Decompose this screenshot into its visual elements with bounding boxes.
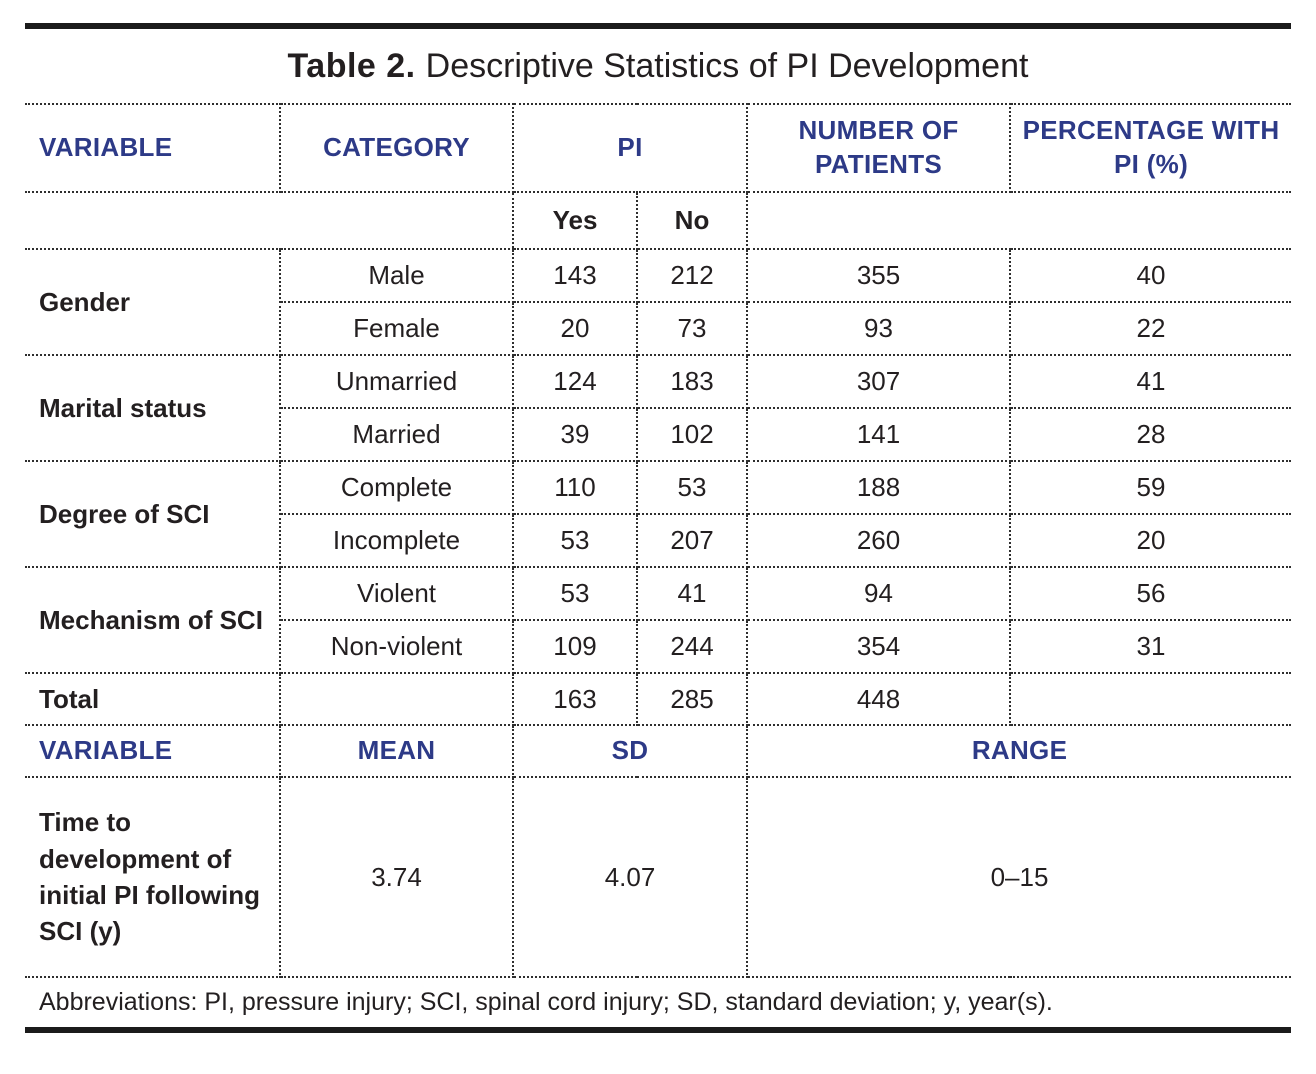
pi-yes-cell: 124 — [512, 354, 638, 409]
pi-no-cell: 53 — [635, 460, 749, 515]
row-mechanism-violent: Mechanism of SCI Violent 53 41 94 56 — [25, 566, 1292, 674]
patients-cell: 93 — [746, 301, 1012, 356]
patients-cell: 307 — [746, 354, 1012, 409]
category-cell: Incomplete — [279, 513, 514, 568]
col-header-mean: MEAN — [279, 724, 514, 778]
row-gender-female: Female 20 73 93 22 — [25, 301, 1292, 356]
pi-no-cell: 212 — [635, 248, 749, 303]
row-mechanism-nonviolent: Non-violent 109 244 354 31 — [25, 619, 1292, 674]
mean-cell: 3.74 — [279, 776, 514, 978]
pi-no-cell: 41 — [635, 566, 749, 621]
patients-cell: 354 — [746, 619, 1012, 674]
category-cell: Complete — [279, 460, 514, 515]
row-header-degree-of-sci: Degree of SCI — [25, 460, 281, 568]
percentage-cell: 59 — [1009, 460, 1292, 515]
pi-no-cell: 102 — [635, 407, 749, 462]
row-header-marital-status: Marital status — [25, 354, 281, 462]
empty-cell — [25, 191, 280, 250]
patients-cell: 355 — [746, 248, 1012, 303]
pi-no-total-cell: 285 — [635, 672, 749, 726]
header-row-1: VARIABLE CATEGORY PI NUMBER OF PATIENTS … — [25, 103, 1292, 193]
patients-cell: 141 — [746, 407, 1012, 462]
percentage-cell: 56 — [1009, 566, 1292, 621]
patients-cell: 94 — [746, 566, 1012, 621]
pi-yes-cell: 53 — [512, 513, 638, 568]
range-cell: 0–15 — [746, 776, 1292, 978]
col-header-range: RANGE — [746, 724, 1292, 778]
table-title: Table 2. Descriptive Statistics of PI De… — [25, 29, 1291, 103]
pi-yes-total-cell: 163 — [512, 672, 638, 726]
category-cell: Female — [279, 301, 514, 356]
empty-cell — [747, 191, 1011, 250]
patients-cell: 260 — [746, 513, 1012, 568]
category-cell: Unmarried — [279, 354, 514, 409]
header-row-2: VARIABLE MEAN SD RANGE — [25, 724, 1292, 778]
row-time-to-development: Time to development of initial PI follow… — [25, 776, 1292, 978]
pi-yes-cell: 20 — [512, 301, 638, 356]
row-header-total: Total — [25, 672, 281, 726]
category-cell: Male — [279, 248, 514, 303]
row-header-time-to-development: Time to development of initial PI follow… — [25, 776, 281, 978]
category-cell: Violent — [279, 566, 514, 621]
row-gender-male: Gender Male 143 212 355 40 — [25, 248, 1292, 356]
percentage-cell: 40 — [1009, 248, 1292, 303]
pi-no-cell: 73 — [635, 301, 749, 356]
pi-no-cell: 207 — [635, 513, 749, 568]
row-header-mechanism-of-sci: Mechanism of SCI — [25, 566, 281, 674]
empty-cell — [280, 191, 513, 250]
col-header-variable: VARIABLE — [25, 103, 281, 193]
patients-cell: 188 — [746, 460, 1012, 515]
patients-total-cell: 448 — [746, 672, 1012, 726]
percentage-cell: 31 — [1009, 619, 1292, 674]
col-header-number-of-patients: NUMBER OF PATIENTS — [746, 103, 1012, 193]
category-cell: Married — [279, 407, 514, 462]
table-figure: Table 2. Descriptive Statistics of PI De… — [25, 23, 1292, 1033]
percentage-cell: 41 — [1009, 354, 1292, 409]
col-header-pi: PI — [511, 103, 749, 193]
pi-yes-cell: 110 — [512, 460, 638, 515]
col-header-sd: SD — [511, 724, 749, 778]
subheader-yes: Yes — [512, 191, 638, 250]
col-header-category: CATEGORY — [279, 103, 514, 193]
pi-yes-cell: 39 — [512, 407, 638, 462]
pi-yes-cell: 53 — [512, 566, 638, 621]
row-degree-incomplete: Incomplete 53 207 260 20 — [25, 513, 1292, 568]
descriptive-statistics-table: VARIABLE CATEGORY PI NUMBER OF PATIENTS … — [25, 103, 1292, 1027]
percentage-cell: 20 — [1009, 513, 1292, 568]
percentage-cell: 22 — [1009, 301, 1292, 356]
pi-yes-cell: 143 — [512, 248, 638, 303]
subheader-no: No — [635, 191, 749, 250]
row-marital-married: Married 39 102 141 28 — [25, 407, 1292, 462]
empty-cell — [1010, 191, 1292, 250]
row-degree-complete: Degree of SCI Complete 110 53 188 59 — [25, 460, 1292, 568]
footnote-row: Abbreviations: PI, pressure injury; SCI,… — [25, 976, 1292, 1027]
category-cell: Non-violent — [279, 619, 514, 674]
empty-cell — [1009, 672, 1292, 726]
col-header-percentage-with-pi: PERCENTAGE WITH PI (%) — [1009, 103, 1292, 193]
pi-no-cell: 244 — [635, 619, 749, 674]
pi-no-cell: 183 — [635, 354, 749, 409]
bottom-rule — [25, 1027, 1291, 1033]
table-title-label: Table 2. — [287, 46, 416, 85]
col-header-variable-2: VARIABLE — [25, 724, 281, 778]
pi-yes-cell: 109 — [512, 619, 638, 674]
empty-cell — [279, 672, 514, 726]
percentage-cell: 28 — [1009, 407, 1292, 462]
top-rule — [25, 23, 1291, 29]
abbreviations-footnote: Abbreviations: PI, pressure injury; SCI,… — [25, 976, 1292, 1027]
row-header-gender: Gender — [25, 248, 281, 356]
row-marital-unmarried: Marital status Unmarried 124 183 307 41 — [25, 354, 1292, 462]
sd-cell: 4.07 — [511, 776, 749, 978]
subheader-row: Yes No — [25, 191, 1292, 250]
row-total: Total 163 285 448 — [25, 672, 1292, 726]
table-title-text: Descriptive Statistics of PI Development — [425, 46, 1029, 85]
